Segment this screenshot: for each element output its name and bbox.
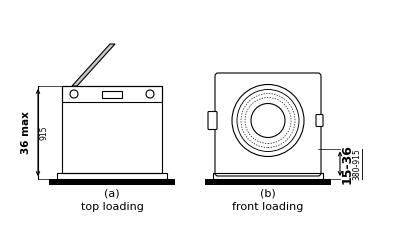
Text: 915: 915 (40, 125, 49, 140)
Text: (a): (a) (104, 189, 120, 199)
Text: 15-36: 15-36 (340, 144, 354, 184)
Bar (49, 179, 175, 185)
Bar (57, 173, 167, 179)
Bar (213, 173, 323, 179)
FancyBboxPatch shape (208, 111, 217, 129)
Polygon shape (72, 44, 115, 86)
Text: top loading: top loading (81, 202, 143, 212)
Bar (205, 179, 331, 185)
Text: (b): (b) (260, 189, 276, 199)
Bar (62, 86, 162, 102)
Bar (62, 86, 162, 173)
Text: front loading: front loading (232, 202, 304, 212)
FancyBboxPatch shape (316, 114, 323, 127)
Text: 36 max: 36 max (21, 111, 31, 154)
Text: 380-915: 380-915 (352, 148, 361, 180)
Bar (102, 91, 122, 98)
